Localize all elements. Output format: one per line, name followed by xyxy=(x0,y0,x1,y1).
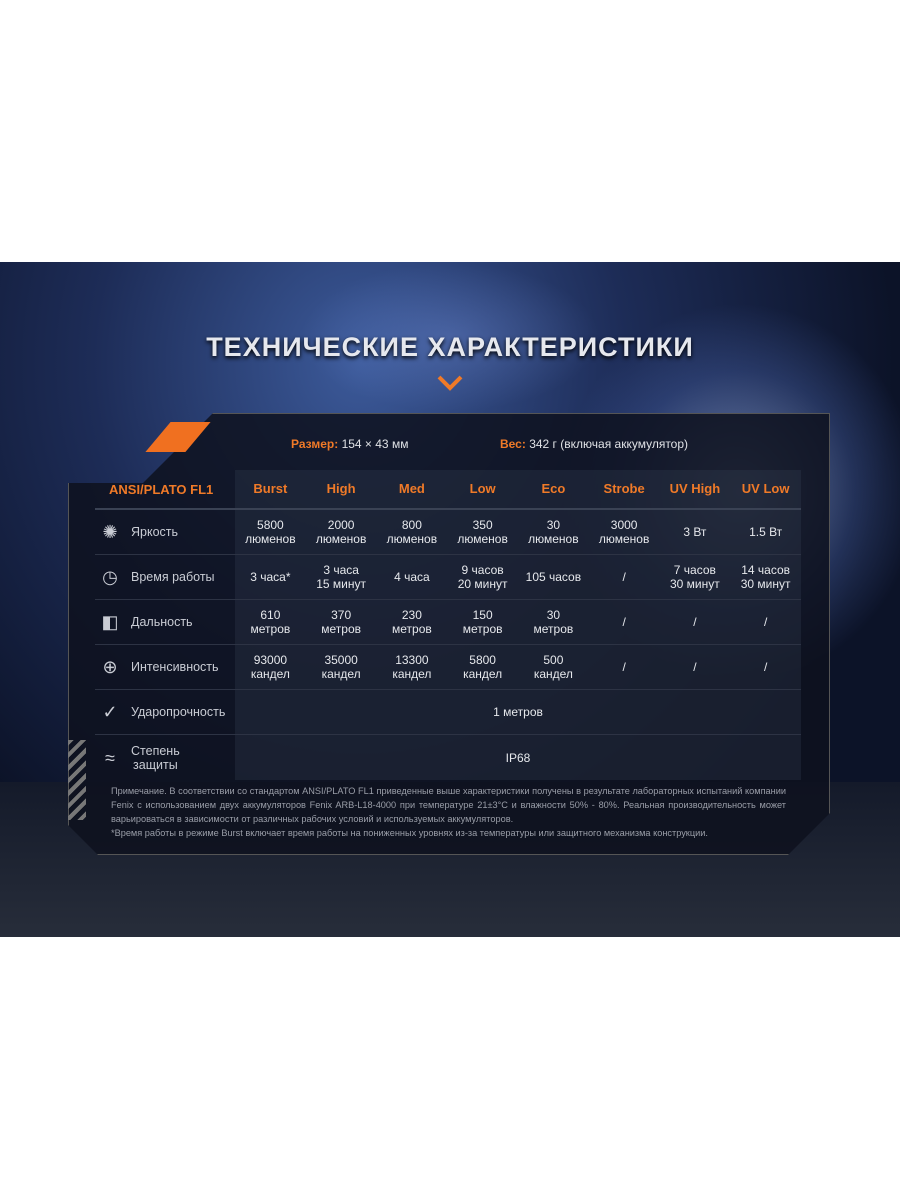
weight-spec: Вес: 342 г (включая аккумулятор) xyxy=(500,437,689,451)
standard-label: ANSI/PLATO FL1 xyxy=(109,481,214,497)
spec-banner: ТЕХНИЧЕСКИЕ ХАРАКТЕРИСТИКИ Размер: 154 ×… xyxy=(0,262,900,937)
table-row: ✓ Ударопрочность 1 метров xyxy=(95,690,801,735)
table-cell: / xyxy=(693,660,697,674)
table-cell: 370 метров xyxy=(321,608,361,636)
impact-icon: ✓ xyxy=(102,702,118,722)
table-cell: / xyxy=(763,615,768,629)
brightness-icon: ✺ xyxy=(102,522,118,542)
table-cell: 5800 кандел xyxy=(463,653,503,681)
table-cell: 150 метров xyxy=(462,608,503,636)
table-row: ⊕ Интенсивность 93000 кандел 35000 кандел 13… xyxy=(95,645,801,690)
table-cell: 5800 люменов xyxy=(245,518,296,546)
page-title: ТЕХНИЧЕСКИЕ ХАРАКТЕРИСТИКИ xyxy=(206,332,694,362)
table-cell: 500 кандел xyxy=(533,653,573,681)
mode-header: UV High xyxy=(669,481,721,496)
table-row: ◧ Дальность 610 метров 370 метров 230 метров… xyxy=(95,600,801,645)
table-cell: 3 часа* xyxy=(250,570,291,584)
table-cell: 1.5 Вт xyxy=(749,525,783,539)
row-label: Интенсивность xyxy=(131,660,219,674)
table-cell: / xyxy=(693,615,697,629)
water-icon: ≈ xyxy=(105,747,115,768)
mode-header: High xyxy=(326,481,356,496)
footnotes: Примечание. В соответствии со стандартом… xyxy=(111,784,786,840)
table-cell: 14 часов 30 минут xyxy=(740,563,791,591)
table-cell: / xyxy=(622,615,626,629)
table-cell: 4 часа xyxy=(394,570,430,584)
row-label: Время работы xyxy=(131,570,215,584)
table-cell: 93000 кандел xyxy=(250,653,290,681)
protection-value: IP68 xyxy=(505,750,531,765)
row-label: Яркость xyxy=(131,525,179,539)
table-row: ✺ Яркость 5800 люменов 2000 люменов 800 люме… xyxy=(95,510,801,555)
chevron-down-icon xyxy=(437,375,463,391)
mode-header: Low xyxy=(469,481,496,496)
mode-header: Eco xyxy=(541,481,566,496)
table-cell: 105 часов xyxy=(525,570,582,584)
table-cell: 35000 кандел xyxy=(321,653,361,681)
table-cell: 30 метров xyxy=(533,608,574,636)
table-row: ≈ Степень защиты IP68 xyxy=(95,735,801,780)
table-cell: 3000 люменов xyxy=(598,518,650,546)
size-spec: Размер: 154 × 43 мм xyxy=(291,437,409,451)
table-cell: / xyxy=(622,570,626,584)
table-row: ◷ Время работы 3 часа* 3 часа 15 минут 4 час… xyxy=(95,555,801,600)
table-cell: 3 Вт xyxy=(683,525,707,539)
mode-header: UV Low xyxy=(741,481,790,496)
mode-header: Med xyxy=(398,481,425,496)
row-label: Дальность xyxy=(131,615,193,629)
table-header: ANSI/PLATO FL1 Burst High Med Low Eco Strobe U… xyxy=(95,470,801,510)
clock-icon: ◷ xyxy=(102,567,118,587)
mode-header: Strobe xyxy=(603,481,645,496)
table-cell: / xyxy=(622,660,626,674)
impact-value: 1 метров xyxy=(493,705,543,719)
table-cell: 3 часа 15 минут xyxy=(316,563,366,591)
table-cell: / xyxy=(763,660,768,674)
table-cell: 7 часов 30 минут xyxy=(669,563,720,591)
table-cell: 13300 кандел xyxy=(392,653,432,681)
table-cell: 30 люменов xyxy=(528,518,579,546)
table-cell: 350 люменов xyxy=(457,518,508,546)
table-cell: 610 метров xyxy=(250,608,291,636)
spec-panel xyxy=(68,413,830,855)
beam-distance-icon: ◧ xyxy=(101,612,119,632)
table-cell: 9 часов 20 минут xyxy=(457,563,508,591)
table-cell: 230 метров xyxy=(392,608,432,636)
note: Примечание. В соответствии со стандартом… xyxy=(111,786,786,824)
note: *Время работы в режиме Burst включает вр… xyxy=(111,828,708,838)
table-cell: 800 люменов xyxy=(386,518,438,546)
table-cell: 2000 люменов xyxy=(315,518,367,546)
spec-table: ANSI/PLATO FL1 Burst High Med Low Eco Strobe U… xyxy=(95,470,801,780)
decorative-hatch xyxy=(68,740,86,820)
target-icon: ⊕ xyxy=(102,657,118,677)
mode-header: Burst xyxy=(253,481,288,496)
